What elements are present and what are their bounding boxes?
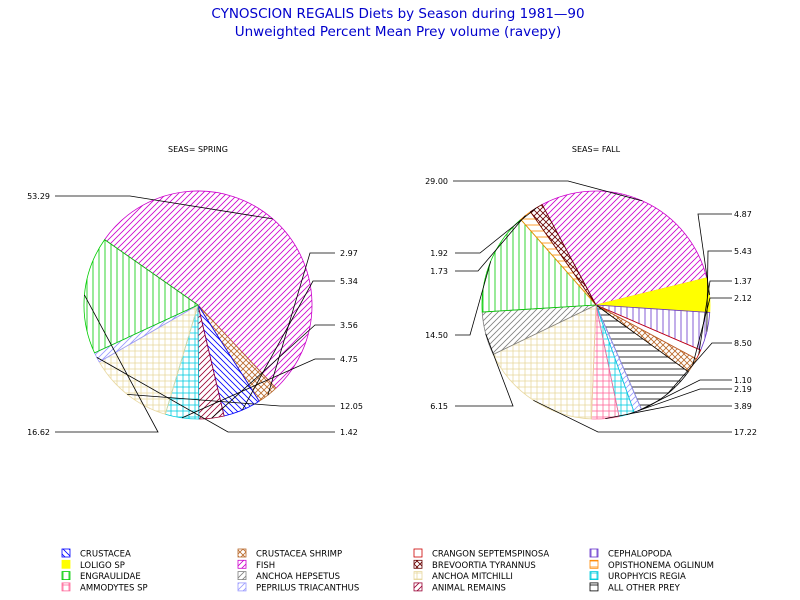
slice-value-label: 8.50 (734, 339, 752, 348)
legend-swatch-urophycis-regia (589, 571, 599, 580)
slice-value-label: 4.75 (340, 355, 358, 364)
legend-label-anchoa-hepsetus: ANCHOA HEPSETUS (256, 572, 340, 582)
leader-line (533, 399, 732, 433)
leader-line (455, 333, 514, 407)
legend-swatch-crustacea (61, 548, 71, 558)
leader-line (211, 324, 335, 419)
leader-line (667, 342, 732, 395)
legend-swatch-animal-remains (413, 582, 423, 592)
legend-label-all-other-prey: ALL OTHER PREY (608, 583, 681, 593)
leader-line (127, 394, 335, 407)
legend-label-crangon-septemspinosa: CRANGON SEPTEMSPINOSA (432, 550, 549, 560)
legend-swatch-cephalopoda (589, 548, 599, 558)
legend-label-loligo-sp: LOLIGO SP (80, 561, 125, 571)
legend-swatch-brevoortia-tyrannus (413, 559, 423, 569)
legend-label-animal-remains: ANIMAL REMAINS (432, 583, 506, 593)
legend-label-anchoa-mitchilli: ANCHOA MITCHILLI (432, 572, 513, 582)
leader-line (96, 357, 335, 433)
legend: CRUSTACEA CRUSTACEA SHRIMP CRANGON SEPTEMS… (61, 548, 714, 593)
slice-value-label: 1.42 (340, 428, 358, 437)
leader-line (453, 180, 643, 202)
slice-value-label: 2.12 (734, 294, 752, 303)
leader-line (55, 294, 159, 433)
leader-line (455, 207, 537, 254)
legend-swatch-opisthonema-oglinum (589, 559, 599, 569)
legend-label-fish: FISH (256, 561, 275, 571)
legend-label-crustacea: CRUSTACEA (80, 550, 131, 560)
legend-swatch-fish (237, 559, 247, 569)
legend-label-ammodytes-sp: AMMODYTES SP (80, 583, 148, 593)
pie-title-fall: SEAS= FALL (572, 145, 621, 154)
legend-swatch-ammodytes-sp (61, 582, 71, 592)
slice-value-label: 3.89 (734, 402, 752, 411)
slice-value-label: 6.15 (430, 402, 448, 411)
legend-swatch-loligo-sp (61, 559, 71, 569)
leader-line (698, 280, 732, 355)
leader-line (455, 215, 526, 272)
leader-line (626, 388, 732, 416)
slice-value-label: 1.37 (734, 277, 752, 286)
legend-label-urophycis-regia: UROPHYCIS REGIA (608, 572, 686, 582)
legend-swatch-anchoa-mitchilli (413, 571, 423, 580)
legend-label-peprilus-triacanthus: PEPRILUS TRIACANTHUS (256, 583, 359, 593)
slice-value-label: 1.10 (734, 376, 752, 385)
leader-line (241, 280, 335, 411)
leader-line (706, 250, 732, 332)
legend-swatch-peprilus-triacanthus (237, 582, 247, 592)
legend-label-cephalopoda: CEPHALOPODA (608, 550, 672, 560)
leader-line (692, 297, 732, 366)
legend-swatch-crangon-septemspinosa (413, 548, 423, 558)
slice-value-label: 12.05 (340, 402, 363, 411)
pie-title-spring: SEAS= SPRING (168, 145, 228, 154)
slice-value-label: 5.43 (734, 247, 752, 256)
slice-value-label: 2.97 (340, 249, 358, 258)
legend-swatch-crustacea-shrimp (237, 548, 247, 558)
legend-label-crustacea-shrimp: CRUSTACEA SHRIMP (256, 550, 342, 560)
leader-line (605, 405, 732, 419)
slice-value-label: 14.50 (425, 331, 448, 340)
leader-line (267, 252, 335, 396)
legend-label-opisthonema-oglinum: OPISTHONEMA OGLINUM (608, 561, 714, 571)
slice-value-label: 17.22 (734, 428, 757, 437)
leader-line (697, 213, 732, 296)
slice-value-label: 4.87 (734, 210, 752, 219)
slice-value-label: 1.73 (430, 267, 448, 276)
chart-subtitle: Unweighted Percent Mean Prey volume (rav… (235, 24, 562, 40)
slice-value-label: 16.62 (27, 428, 50, 437)
slice-value-label: 1.92 (430, 249, 448, 258)
leader-line (55, 195, 273, 220)
legend-swatch-anchoa-hepsetus (237, 571, 247, 580)
pie-slice-brevoortia-tyrannus (529, 203, 597, 306)
pie-spring: 53.29 2.97 5.34 3.56 4.75 12.05 1.42 16.62 (27, 190, 363, 437)
chart-title: CYNOSCION REGALIS Diets by Season during… (211, 6, 584, 22)
leader-line (455, 261, 492, 336)
slice-value-label: 2.19 (734, 385, 752, 394)
slice-value-label: 53.29 (27, 192, 50, 201)
legend-swatch-all-other-prey (589, 582, 599, 592)
slice-value-label: 3.56 (340, 321, 358, 330)
pie-fall: 29.00 4.87 5.43 1.37 2.12 8.50 1.102.19 3.89 17.… (425, 177, 757, 437)
leader-line (637, 379, 732, 412)
legend-label-brevoortia-tyrannus: BREVOORTIA TYRANNUS (432, 561, 536, 571)
legend-label-engraulidae: ENGRAULIDAE (80, 572, 141, 582)
pie-slice-anchoa-mitchilli (492, 304, 597, 420)
slice-value-label: 29.00 (425, 177, 448, 186)
slice-value-label: 5.34 (340, 277, 358, 286)
legend-swatch-engraulidae (61, 571, 71, 580)
leader-line (181, 358, 335, 419)
